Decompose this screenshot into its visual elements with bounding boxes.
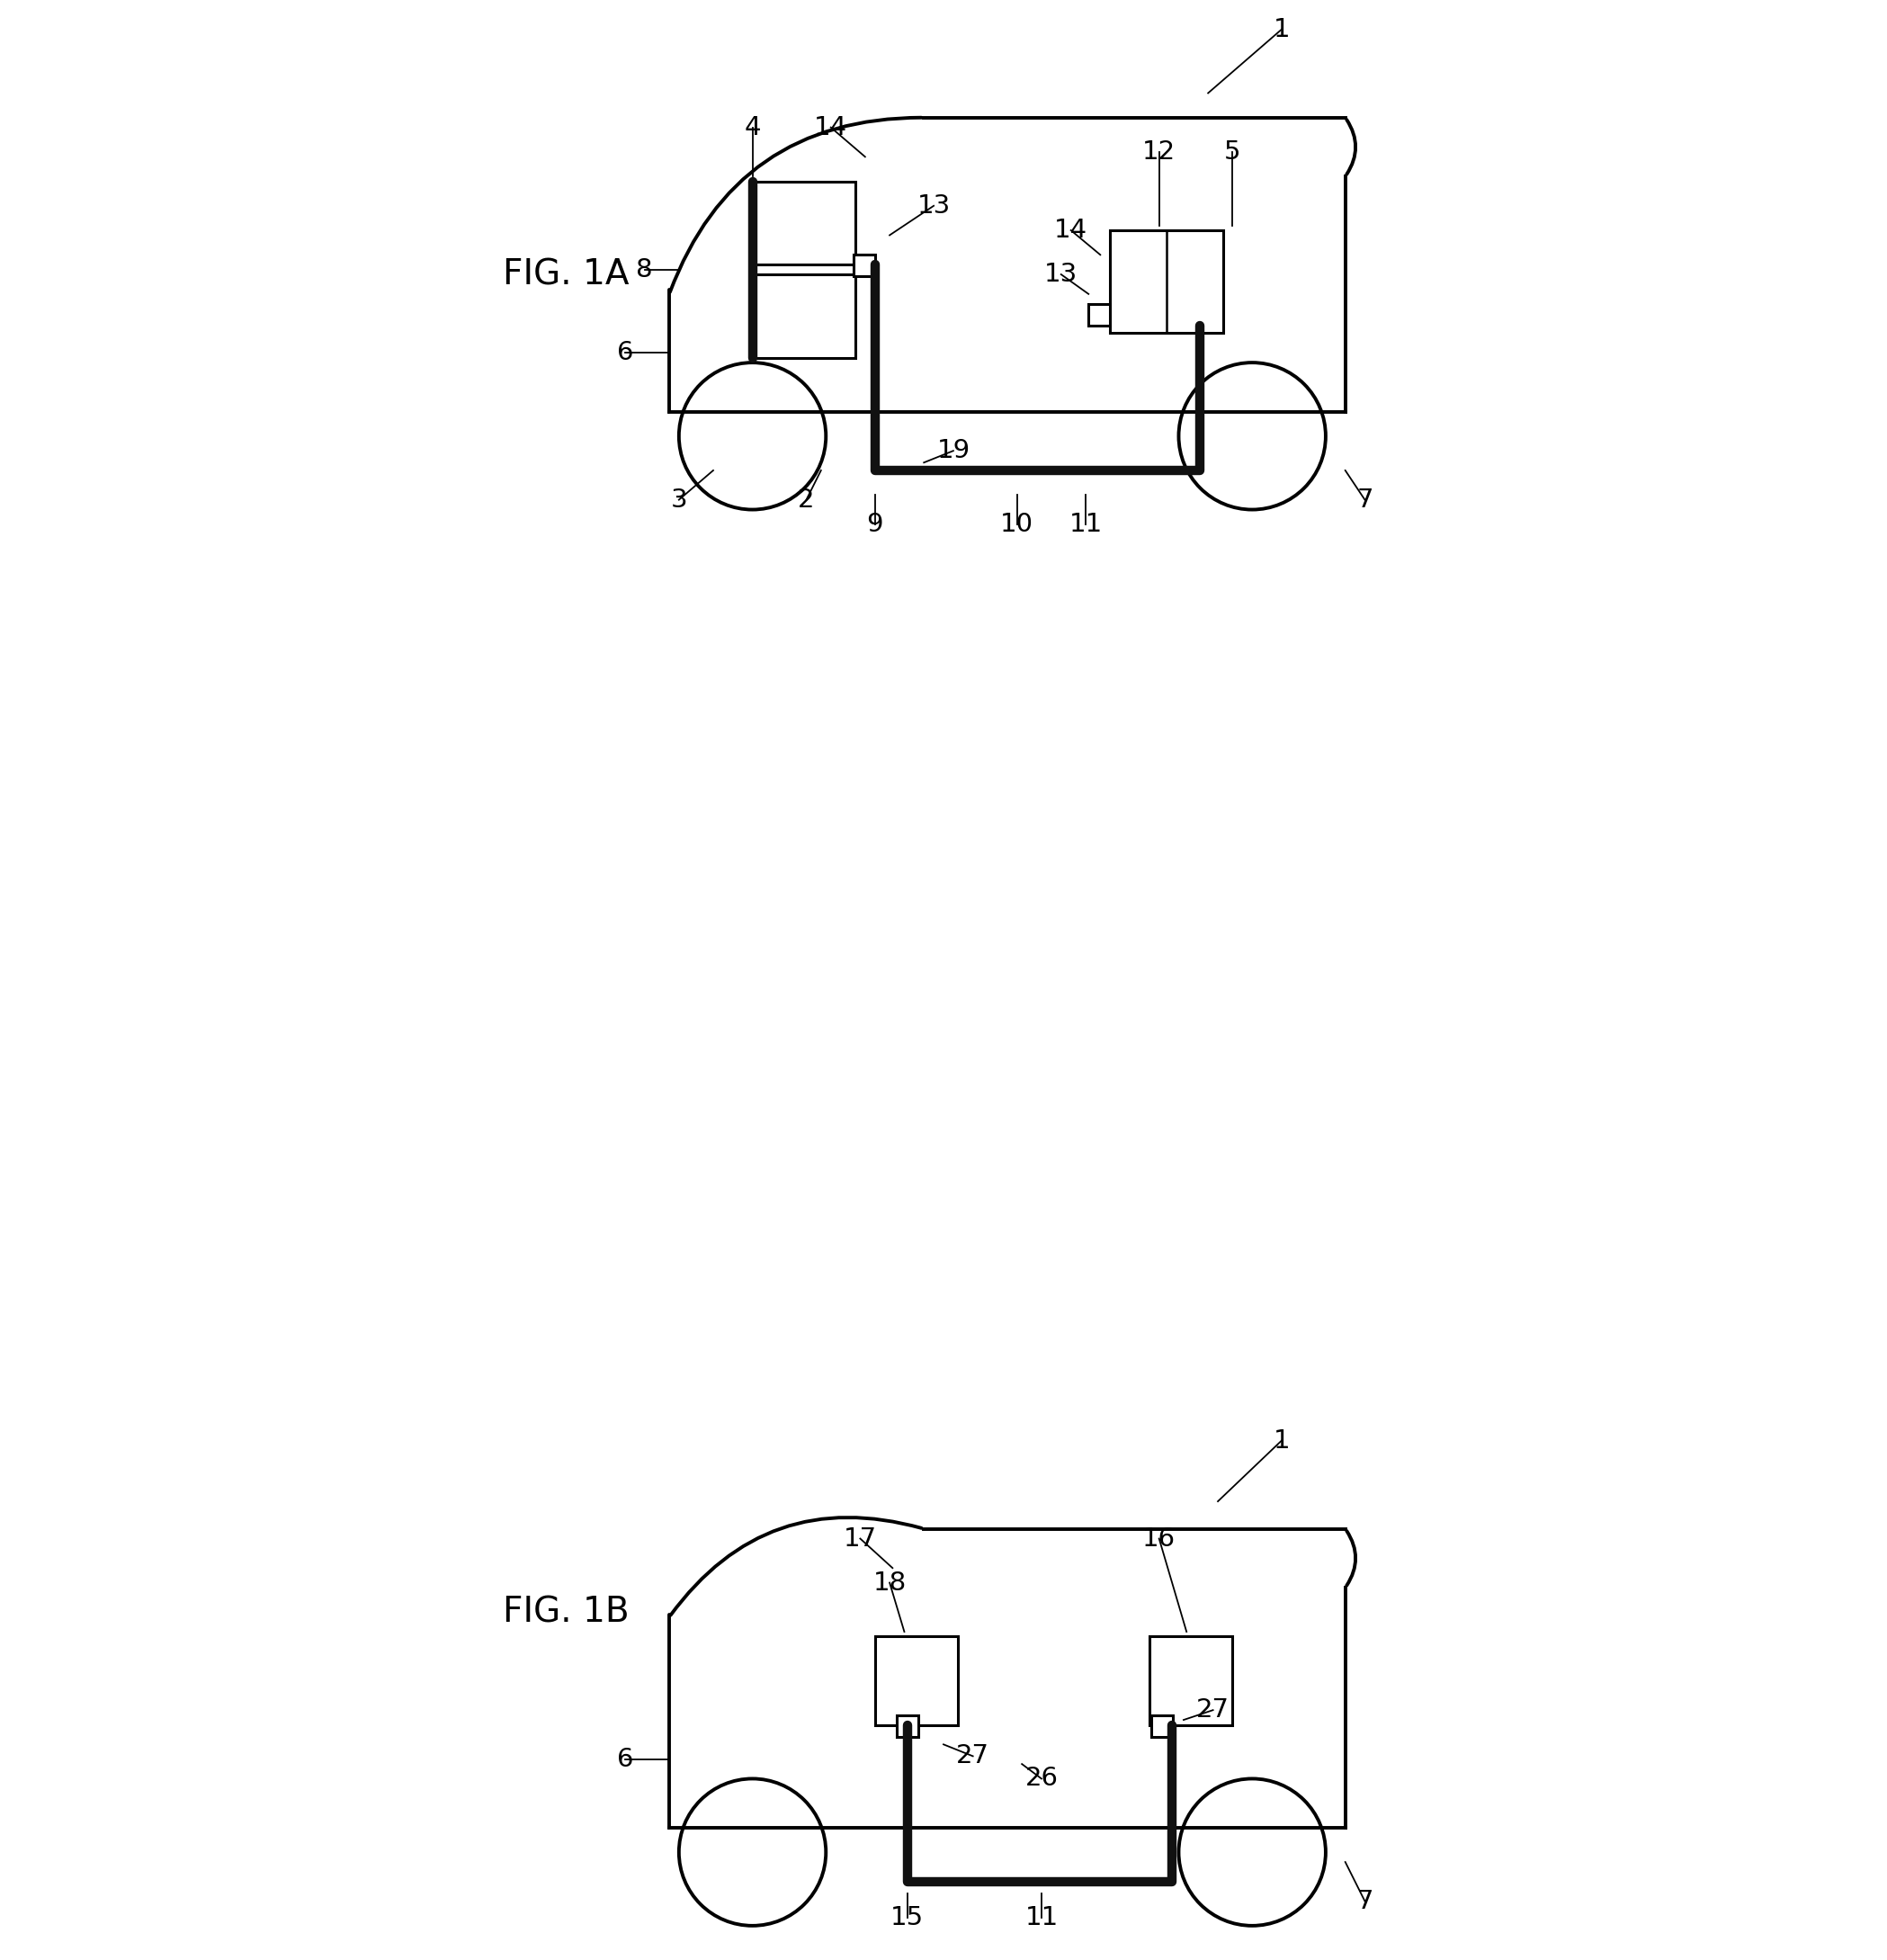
Text: FIG. 1B: FIG. 1B (502, 1595, 628, 1629)
Text: 6: 6 (617, 341, 634, 365)
Text: 8: 8 (636, 257, 653, 282)
Text: 13: 13 (1044, 263, 1077, 286)
Text: 16: 16 (1142, 1527, 1176, 1550)
Text: 4: 4 (743, 116, 760, 139)
Text: 19: 19 (936, 439, 970, 463)
Text: 17: 17 (843, 1527, 877, 1550)
Bar (753, 274, 855, 357)
Text: 5: 5 (1225, 139, 1242, 165)
Text: 11: 11 (1068, 512, 1102, 537)
Text: 11: 11 (1025, 1905, 1059, 1931)
Text: 14: 14 (813, 116, 847, 139)
Text: 9: 9 (866, 512, 883, 537)
Text: 10: 10 (1000, 512, 1034, 537)
Text: 6: 6 (617, 1746, 634, 1772)
Text: 27: 27 (1196, 1697, 1230, 1723)
Text: 18: 18 (874, 1570, 906, 1595)
Bar (753, 180, 855, 265)
Text: FIG. 1A: FIG. 1A (502, 257, 628, 292)
Text: 1: 1 (1274, 18, 1291, 41)
Text: 3: 3 (670, 488, 687, 512)
Text: 15: 15 (891, 1905, 925, 1931)
Bar (1149, 1637, 1232, 1725)
Bar (1110, 229, 1223, 333)
Text: 14: 14 (1055, 218, 1087, 243)
Bar (1151, 1715, 1174, 1737)
Text: 2: 2 (798, 488, 815, 512)
Bar (1089, 304, 1110, 325)
Text: 7: 7 (1357, 488, 1374, 512)
Bar (876, 1637, 959, 1725)
Text: 27: 27 (957, 1744, 989, 1768)
Bar (853, 255, 876, 276)
Text: 13: 13 (917, 194, 951, 218)
Text: 7: 7 (1357, 1889, 1374, 1913)
Bar (896, 1715, 917, 1737)
Text: 26: 26 (1025, 1766, 1059, 1791)
Text: 1: 1 (1274, 1429, 1291, 1452)
Text: 12: 12 (1142, 139, 1176, 165)
